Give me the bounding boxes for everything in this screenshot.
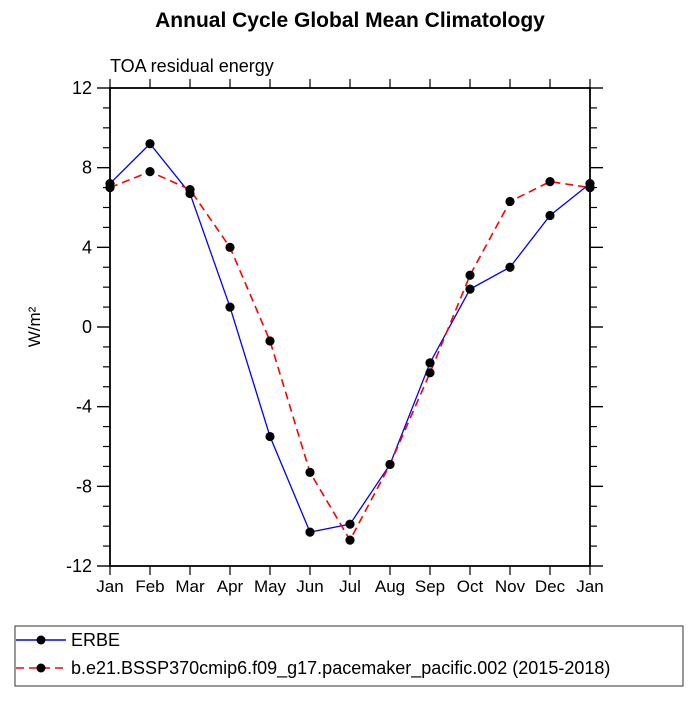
y-tick-label: 4 <box>82 237 92 257</box>
y-tick-label: -12 <box>66 556 92 576</box>
data-point-marker <box>225 302 235 312</box>
data-point-marker <box>185 184 195 195</box>
x-tick-label: Aug <box>375 577 405 596</box>
x-tick-label: May <box>254 577 287 596</box>
data-point-marker <box>305 527 315 537</box>
data-point-marker <box>505 262 515 272</box>
x-tick-label: Jan <box>96 577 123 596</box>
data-point-marker <box>545 210 555 221</box>
data-point-marker <box>105 182 115 193</box>
legend-label-erbe: ERBE <box>71 630 120 650</box>
data-point-marker <box>425 358 435 368</box>
y-tick-label: 8 <box>82 158 92 178</box>
x-tick-label: Jan <box>576 577 603 596</box>
data-point-marker <box>465 270 475 280</box>
chart-title: Annual Cycle Global Mean Climatology <box>155 9 545 32</box>
x-tick-label: Feb <box>135 577 164 596</box>
y-tick-label: -8 <box>76 476 92 496</box>
y-axis-label: W/m² <box>25 306 44 347</box>
series-line-1 <box>109 170 591 542</box>
x-tick-label: Jul <box>339 577 361 596</box>
data-point-marker <box>465 284 475 294</box>
y-tick-label: -4 <box>76 397 92 417</box>
data-point-marker <box>305 467 315 477</box>
legend: ERBE b.e21.BSSP370cmip6.f09_g17.pacemake… <box>14 625 684 687</box>
legend-marker-icon <box>36 635 46 645</box>
data-point-marker <box>265 431 275 442</box>
x-tick-label: Nov <box>495 577 526 596</box>
series-line-0 <box>109 142 591 533</box>
legend-item-model: b.e21.BSSP370cmip6.f09_g17.pacemaker_pac… <box>16 658 610 679</box>
data-point-marker <box>425 368 435 378</box>
chart-subtitle: TOA residual energy <box>110 56 274 76</box>
data-point-marker <box>545 177 555 187</box>
legend-label-model: b.e21.BSSP370cmip6.f09_g17.pacemaker_pac… <box>71 658 610 679</box>
x-tick-label: Mar <box>175 577 205 596</box>
data-point-marker <box>145 139 155 149</box>
y-tick-label: 0 <box>82 317 92 337</box>
legend-marker-icon <box>36 663 46 673</box>
plot-area: -12 -8 -4 0 4 8 12 Jan Feb Mar Apr May Jun Jul Aug Sep O… <box>66 78 604 596</box>
x-tick-label: Jun <box>296 577 323 596</box>
data-point-marker <box>145 167 155 177</box>
y-tick-label: 12 <box>72 78 92 98</box>
data-point-marker <box>385 459 395 470</box>
x-tick-label: Apr <box>217 577 244 596</box>
data-point-marker <box>225 242 235 252</box>
x-tick-label: Dec <box>535 577 566 596</box>
x-tick-label: Sep <box>415 577 445 596</box>
data-point-marker <box>345 535 355 545</box>
data-point-marker <box>265 336 275 346</box>
legend-box <box>14 625 684 687</box>
legend-item-erbe: ERBE <box>16 630 120 650</box>
x-tick-label: Oct <box>457 577 484 596</box>
data-point-marker <box>505 196 515 207</box>
data-point-marker <box>345 519 355 529</box>
data-point-marker <box>585 182 595 193</box>
plot-frame <box>109 87 591 567</box>
